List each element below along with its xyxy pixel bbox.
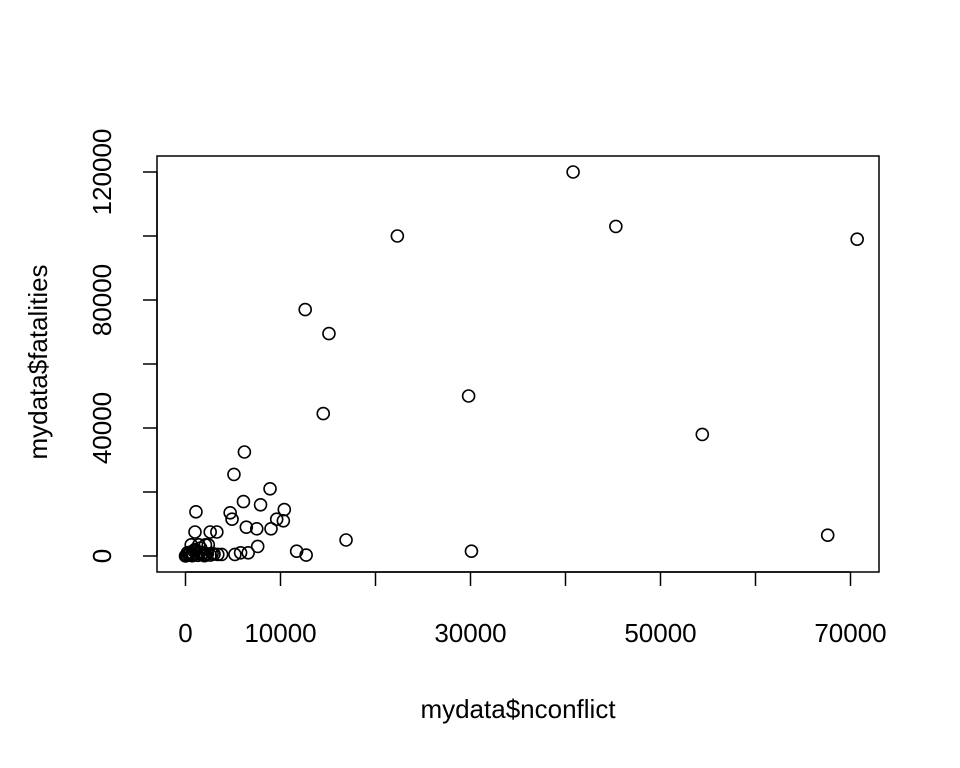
data-point: [189, 505, 203, 519]
data-point: [225, 512, 239, 527]
data-point: [263, 481, 277, 496]
data-point: [239, 520, 254, 535]
x-tick-label: 10000: [244, 618, 316, 648]
data-point: [695, 427, 710, 442]
x-axis: 0 10000 30000 50000 70000: [178, 571, 887, 648]
data-point: [191, 548, 205, 563]
x-tick-label: 50000: [624, 618, 696, 648]
data-point: [253, 497, 268, 512]
data-point: [233, 545, 248, 560]
data-point: [227, 467, 241, 482]
data-point: [276, 513, 291, 528]
data-point: [339, 533, 353, 547]
data-point: [188, 525, 202, 539]
data-point: [322, 326, 336, 341]
data-point: [464, 544, 479, 559]
data-point: [236, 494, 251, 509]
data-point: [566, 165, 580, 179]
data-point: [316, 406, 331, 421]
data-point: [289, 544, 304, 559]
data-point: [609, 219, 623, 234]
y-tick-label: 40000: [87, 392, 117, 464]
data-point: [264, 521, 278, 536]
data-point: [228, 547, 242, 562]
data-point: [850, 232, 864, 246]
y-tick-label: 0: [87, 549, 117, 563]
x-tick-label: 0: [178, 618, 192, 648]
x-axis-title: mydata$nconflict: [420, 694, 616, 724]
data-point: [203, 525, 217, 539]
y-axis: 0 40000 80000 120000: [87, 129, 158, 563]
data-point: [207, 547, 221, 561]
y-axis-title: mydata$fatalities: [23, 264, 53, 459]
y-tick-label: 80000: [87, 264, 117, 336]
data-point: [298, 302, 313, 317]
data-point: [210, 525, 224, 539]
y-tick-label: 120000: [87, 129, 117, 216]
data-point: [390, 229, 405, 243]
data-points: [178, 165, 864, 563]
data-point: [299, 548, 313, 562]
data-point: [249, 521, 264, 536]
data-point: [820, 528, 835, 543]
data-point: [223, 505, 237, 520]
x-tick-label: 70000: [814, 618, 886, 648]
data-point: [197, 548, 212, 563]
x-tick-label: 30000: [434, 618, 506, 648]
data-point: [241, 545, 255, 560]
data-point: [461, 389, 476, 403]
data-point: [237, 445, 252, 459]
data-point: [250, 539, 265, 554]
